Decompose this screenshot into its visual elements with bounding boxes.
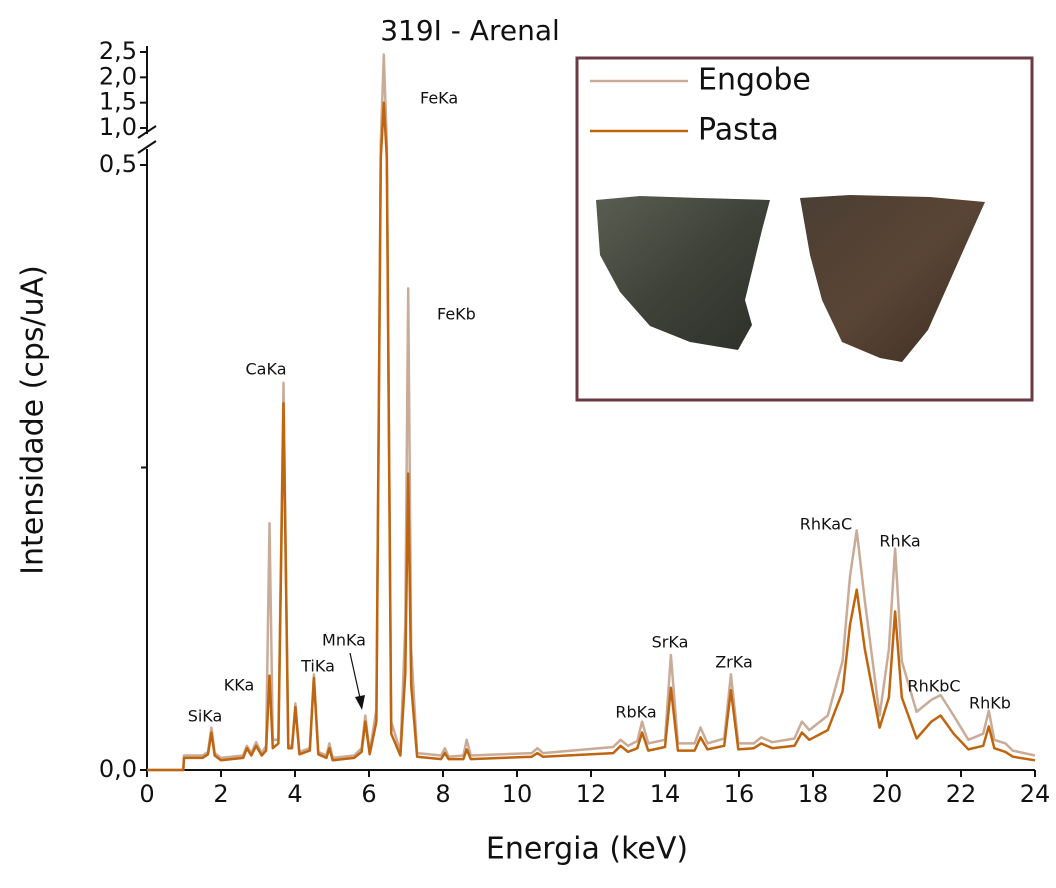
x-tick-label: 8	[435, 780, 450, 808]
axis-break	[137, 125, 157, 139]
peak-label: RhKa	[879, 532, 920, 551]
x-tick-label: 10	[502, 780, 533, 808]
peak-label: FeKa	[420, 89, 458, 108]
x-tick-label: 16	[724, 780, 755, 808]
peak-label: SiKa	[188, 707, 223, 726]
y-tick-label: 0,0	[99, 755, 137, 783]
legend-box	[575, 56, 1034, 402]
chart-title: 319I - Arenal	[380, 14, 560, 47]
peak-label: KKa	[224, 676, 255, 695]
photo-pasta	[800, 195, 985, 362]
annotation-arrow	[349, 652, 361, 699]
legend-label: Engobe	[698, 63, 811, 98]
peak-label: FeKb	[437, 305, 476, 324]
x-tick-label: 2	[213, 780, 228, 808]
x-tick-label: 6	[361, 780, 376, 808]
series-line	[147, 53, 1036, 772]
peak-label: ZrKa	[715, 653, 753, 672]
x-tick-label: 24	[1020, 780, 1051, 808]
peak-label: CaKa	[246, 360, 287, 379]
x-tick-label: 22	[946, 780, 977, 808]
peak-label: RhKbC	[907, 677, 960, 696]
annotation-arrowhead	[355, 695, 365, 710]
x-tick-label: 4	[287, 780, 302, 808]
x-tick-label: 18	[798, 780, 829, 808]
y-tick-label: 2,0	[99, 62, 137, 90]
y-axis-label: Intensidade (cps/uA)	[16, 265, 51, 575]
y-tick-label: 0,5	[99, 150, 137, 178]
peak-label: MnKa	[322, 631, 366, 650]
x-tick-label: 20	[872, 780, 903, 808]
axis-break	[137, 140, 157, 154]
x-tick-label: 0	[139, 780, 154, 808]
x-tick-label: 14	[650, 780, 681, 808]
y-tick-label: 2,5	[99, 37, 137, 65]
y-tick-label: 1,5	[99, 88, 137, 116]
peak-label: SrKa	[652, 633, 689, 652]
peak-label: RhKaC	[800, 515, 852, 534]
y-tick-label: 1,0	[99, 113, 137, 141]
series-line	[147, 101, 1036, 772]
photo-engobe	[596, 196, 770, 350]
peak-label: RbKa	[615, 703, 656, 722]
peak-label: RhKb	[969, 694, 1011, 713]
x-tick-label: 12	[576, 780, 607, 808]
peak-label: TiKa	[300, 657, 335, 676]
x-axis-label: Energia (keV)	[486, 832, 688, 867]
legend-label: Pasta	[698, 113, 779, 148]
